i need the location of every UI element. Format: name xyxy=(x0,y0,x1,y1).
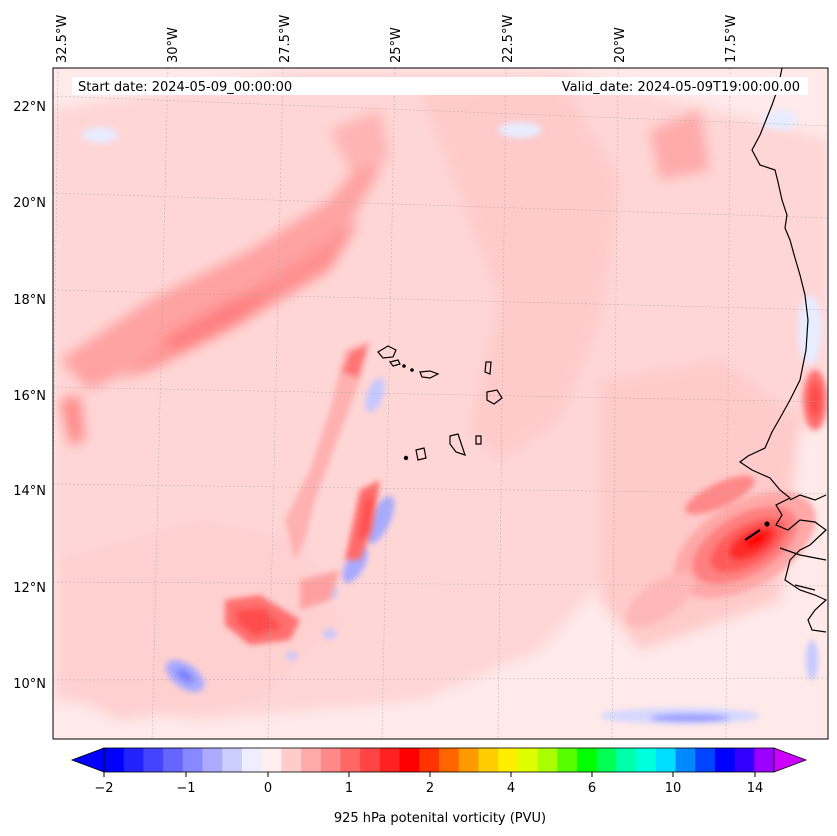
colorbar-cell xyxy=(222,748,243,772)
cape-verde-islands xyxy=(377,345,503,461)
colorbar-cell xyxy=(340,748,361,772)
lon-label-17-5w: 17.5°W xyxy=(724,15,739,63)
colorbar-cell xyxy=(379,748,400,772)
colorbar-cell xyxy=(616,748,637,772)
lat-label-12n: 12°N xyxy=(13,581,46,596)
colorbar-cell xyxy=(734,748,755,772)
lat-label-16n: 16°N xyxy=(13,389,46,404)
island-maio xyxy=(475,435,482,445)
lat-label-10n: 10°N xyxy=(13,677,46,692)
colorbar: −2 −1 0 1 2 4 6 10 14 925 hPa potenital … xyxy=(70,747,808,826)
colorbar-cell xyxy=(576,748,598,772)
lat-label-22n: 22°N xyxy=(13,100,46,115)
colorbar-cell xyxy=(143,748,164,772)
island-santiago xyxy=(449,433,466,456)
colorbar-cell xyxy=(281,748,302,772)
header-strip xyxy=(72,77,808,95)
colorbar-cell xyxy=(714,748,735,772)
colorbar-label: 925 hPa potenital vorticity (PVU) xyxy=(334,811,546,826)
lon-label-25w: 25°W xyxy=(389,27,404,63)
cb-tick-14: 14 xyxy=(747,781,764,796)
pv-field-red-arc xyxy=(225,340,380,645)
island-sao-nicolau xyxy=(419,370,440,379)
colorbar-ticks xyxy=(103,772,756,777)
gambia-border xyxy=(789,494,827,501)
colorbar-cell xyxy=(241,748,263,772)
colorbar-cell xyxy=(675,748,696,772)
longitude-labels: 32.5°W 30°W 27.5°W 25°W 22.5°W 20°W 17.5… xyxy=(55,15,739,63)
lon-label-22-5w: 22.5°W xyxy=(501,15,516,63)
colorbar-cell xyxy=(399,748,420,772)
island-boa-vista xyxy=(486,389,503,405)
colorbar-cell xyxy=(596,748,617,772)
african-coastline xyxy=(738,68,828,633)
cb-tick-10: 10 xyxy=(665,781,682,796)
colorbar-cell xyxy=(360,748,381,772)
cb-tick-m1: −1 xyxy=(176,781,195,796)
colorbar-frame xyxy=(103,747,775,773)
map-frame xyxy=(52,67,829,740)
colorbar-cell xyxy=(498,748,519,772)
start-date-label: Start date: 2024-05-09_00:00:00 xyxy=(78,80,292,95)
lat-label-20n: 20°N xyxy=(13,196,46,211)
latitude-labels: 22°N 20°N 18°N 16°N 14°N 12°N 10°N xyxy=(13,100,46,692)
colorbar-tick-labels: −2 −1 0 1 2 4 6 10 14 xyxy=(94,781,763,796)
colorbar-cell xyxy=(655,748,676,772)
colorbar-cell xyxy=(557,748,578,772)
valid-date-label: Valid_date: 2024-05-09T19:00:00.00 xyxy=(562,80,800,95)
cb-tick-4: 4 xyxy=(507,781,515,796)
lon-label-32-5w: 32.5°W xyxy=(55,15,70,63)
colorbar-extend-low xyxy=(72,748,104,772)
pv-field-blue xyxy=(82,110,822,724)
lon-label-20w: 20°W xyxy=(613,27,628,63)
cb-tick-0: 0 xyxy=(264,781,272,796)
island-santo-antao xyxy=(377,345,397,359)
island-sao-vicente xyxy=(388,359,401,367)
lon-label-27-5w: 27.5°W xyxy=(278,15,293,63)
graticule xyxy=(53,68,828,739)
lat-label-14n: 14°N xyxy=(13,484,46,499)
island-sal xyxy=(484,361,492,375)
coastline-main xyxy=(738,68,828,633)
colorbar-cell xyxy=(261,748,282,772)
colorbar-cell xyxy=(163,748,184,772)
island-fogo xyxy=(415,447,427,461)
colorbar-cell xyxy=(695,748,716,772)
colorbar-extend-high xyxy=(774,748,806,772)
guinea-border xyxy=(794,584,816,591)
colorbar-cell xyxy=(202,748,223,772)
pv-field-light xyxy=(53,70,828,720)
colorbar-cell xyxy=(419,748,440,772)
colorbar-cells xyxy=(104,748,775,772)
colorbar-cell xyxy=(478,748,499,772)
cb-tick-m2: −2 xyxy=(94,781,113,796)
colorbar-cell xyxy=(754,748,775,772)
cb-tick-6: 6 xyxy=(588,781,596,796)
cb-tick-1: 1 xyxy=(345,781,353,796)
colorbar-cell xyxy=(439,748,460,772)
coastal-island xyxy=(744,529,761,541)
colorbar-cell xyxy=(320,748,341,772)
colorbar-cell xyxy=(123,748,144,772)
colorbar-cell xyxy=(182,748,203,772)
colorbar-cell xyxy=(301,748,322,772)
colorbar-cell xyxy=(636,748,657,772)
map-plot-area: Start date: 2024-05-09_00:00:00 Valid_da… xyxy=(53,68,828,739)
colorbar-cell xyxy=(517,748,538,772)
lat-label-18n: 18°N xyxy=(13,293,46,308)
colorbar-cell xyxy=(104,748,125,772)
colorbar-cell xyxy=(537,748,558,772)
lon-label-30w: 30°W xyxy=(166,27,181,63)
cb-tick-2: 2 xyxy=(426,781,434,796)
colorbar-cell xyxy=(458,748,479,772)
guinea-bissau-border xyxy=(779,547,827,561)
pv-field-red-band xyxy=(60,110,710,445)
